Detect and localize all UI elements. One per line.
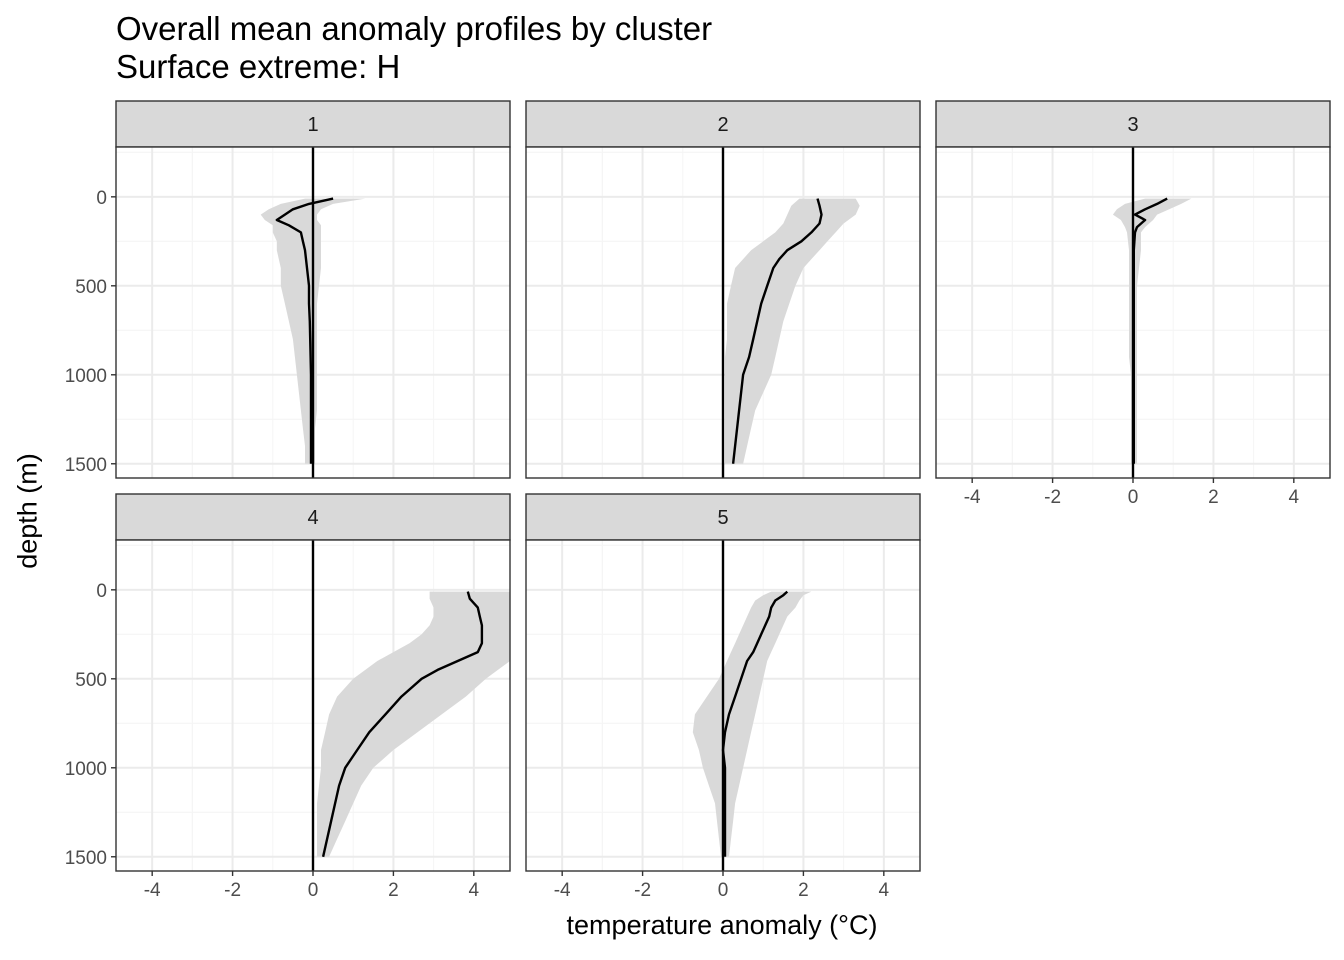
x-tick-label: 4	[1289, 487, 1300, 508]
facet-panel-5: 5 -4 -2 0 2 4	[525, 493, 921, 901]
x-tick-label: -4	[964, 487, 981, 508]
panel-border	[525, 146, 921, 479]
y-tick-label: 0	[96, 581, 107, 602]
facet-panel-2: 2	[525, 100, 921, 479]
uncertainty-ribbon	[725, 198, 860, 464]
x-tick-label: -2	[1044, 487, 1061, 508]
chart-title: Overall mean anomaly profiles by cluster	[116, 10, 713, 47]
chart-subtitle: Surface extreme: H	[116, 48, 401, 85]
facet-strip	[525, 493, 921, 541]
x-tick-label: 2	[798, 880, 809, 901]
facet-strip-label: 5	[717, 507, 728, 529]
mean-profile-line	[321, 591, 484, 858]
facet-panel-4: 4 0 500 1000 1500 -4 -2 0 2 4	[65, 493, 511, 901]
x-tick-label: -4	[554, 880, 571, 901]
y-axis-title: depth (m)	[12, 453, 43, 569]
facet-strip-label: 1	[307, 114, 318, 136]
x-tick-label: 4	[469, 880, 480, 901]
mean-profile-line	[721, 590, 789, 857]
x-axis-title: temperature anomaly (°C)	[566, 910, 878, 940]
facet-strip-label: 3	[1127, 114, 1138, 136]
y-tick-label: 1500	[65, 455, 107, 476]
x-tick-label: 2	[388, 880, 399, 901]
y-tick-label: 1000	[65, 366, 107, 387]
y-tick-label: 500	[75, 670, 107, 691]
mean-profile-line	[1132, 197, 1168, 464]
mean-profile-line	[275, 197, 334, 464]
panel-border	[115, 146, 511, 479]
facet-strip	[115, 493, 511, 541]
x-tick-label: 0	[1128, 487, 1139, 508]
x-tick-label: 4	[879, 880, 890, 901]
facet-strip-label: 4	[307, 507, 318, 529]
facet-panel-1: 1 0 500 1000 1500	[65, 100, 511, 479]
facet-strip-label: 2	[717, 114, 728, 136]
x-tick-label: -2	[634, 880, 651, 901]
y-tick-label: 500	[75, 277, 107, 298]
x-tick-label: 0	[718, 880, 729, 901]
mean-profile-line	[731, 198, 823, 464]
x-tick-label: -4	[144, 880, 161, 901]
y-tick-label: 1500	[65, 848, 107, 869]
y-tick-label: 0	[96, 188, 107, 209]
facet-strip	[525, 100, 921, 148]
facet-strip	[935, 100, 1331, 148]
x-tick-label: 2	[1208, 487, 1219, 508]
x-tick-label: -2	[224, 880, 241, 901]
x-tick-label: 0	[308, 880, 319, 901]
y-tick-label: 1000	[65, 759, 107, 780]
facet-panel-3: 3 -4 -2 0 2 4	[935, 100, 1331, 508]
